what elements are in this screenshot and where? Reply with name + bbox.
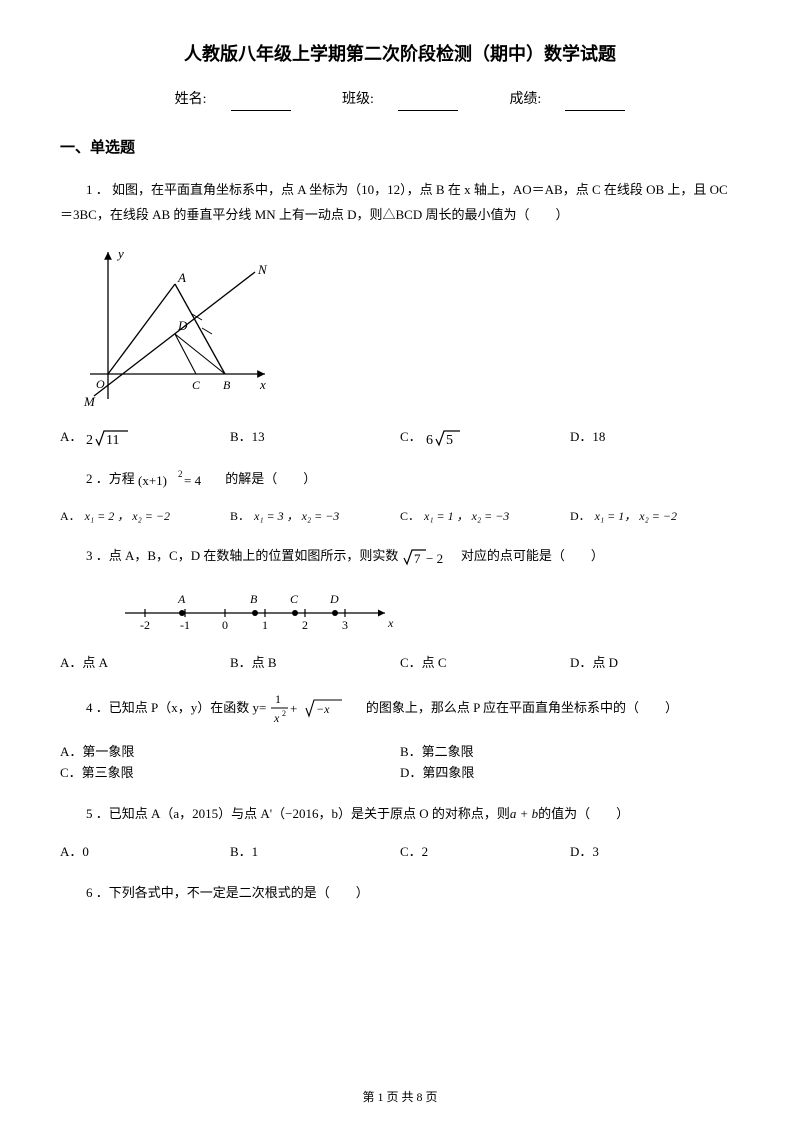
question-5: 5 ．已知点 A（a，2015）与点 A'（−2016，b）是关于原点 O 的对… (60, 802, 740, 827)
svg-text:C: C (192, 378, 201, 392)
q1-opt-c: C． 65 (400, 427, 570, 449)
svg-text:5: 5 (446, 433, 453, 448)
q5-opt-a: A．0 (60, 842, 230, 863)
svg-text:B: B (223, 378, 231, 392)
q3-numberline: -2 -1 0 1 2 3 x A B C D (120, 585, 740, 635)
svg-text:x: x (387, 616, 394, 630)
svg-text:2: 2 (302, 618, 308, 632)
section-header: 一、单选题 (60, 136, 740, 160)
q2-opt-b: B．x₁ = 3 ， x₂ = −3 (230, 507, 400, 526)
q4-opt-d: D．第四象限 (400, 763, 740, 784)
svg-text:3: 3 (342, 618, 348, 632)
q4-expr: 1 x 2 + −x (270, 692, 350, 726)
svg-text:(x+1): (x+1) (138, 473, 167, 488)
info-row: 姓名: 班级: 成绩: (60, 89, 740, 111)
svg-text:2: 2 (178, 469, 183, 479)
svg-text:M: M (83, 394, 96, 409)
q3-opt-a: A．点 A (60, 653, 230, 674)
q5-options: A．0 B．1 C．2 D．3 (60, 842, 740, 863)
svg-text:2: 2 (282, 709, 286, 718)
svg-text:B: B (250, 592, 258, 606)
page-title: 人教版八年级上学期第二次阶段检测（期中）数学试题 (60, 40, 740, 69)
q1-diagram: y x O A B C N M D (80, 244, 740, 409)
svg-text:7: 7 (414, 551, 421, 566)
svg-text:0: 0 (222, 618, 228, 632)
q3-opt-b: B．点 B (230, 653, 400, 674)
question-4: 4 ．已知点 P（x，y）在函数 y= 1 x 2 + −x 的图象上，那么点 … (60, 692, 740, 726)
svg-text:x: x (259, 377, 266, 392)
svg-text:N: N (257, 262, 268, 277)
question-6: 6 ．下列各式中，不一定是二次根式的是（ ） (60, 881, 740, 906)
question-3: 3 ．点 A，B，C，D 在数轴上的位置如图所示，则实数 7 − 2 对应的点可… (60, 544, 740, 569)
svg-text:D: D (329, 592, 339, 606)
svg-text:1: 1 (275, 692, 281, 706)
q3-opt-c: C．点 C (400, 653, 570, 674)
q4-options: A．第一象限 B．第二象限 C．第三象限 D．第四象限 (60, 742, 740, 784)
q3-options: A．点 A B．点 B C．点 C D．点 D (60, 653, 740, 674)
q5-opt-b: B．1 (230, 842, 400, 863)
svg-text:− 2: − 2 (426, 551, 443, 566)
q1-opt-a: A． 211 (60, 427, 230, 449)
svg-text:-1: -1 (180, 618, 190, 632)
svg-text:1: 1 (262, 618, 268, 632)
svg-text:-2: -2 (140, 618, 150, 632)
svg-text:D: D (177, 318, 188, 333)
svg-text:2: 2 (86, 433, 93, 448)
q4-opt-b: B．第二象限 (400, 742, 740, 763)
svg-text:A: A (177, 270, 186, 285)
svg-text:y: y (116, 246, 124, 261)
q5-opt-d: D．3 (570, 842, 740, 863)
score-blank[interactable] (565, 95, 625, 111)
svg-text:= 4: = 4 (184, 473, 202, 488)
name-label: 姓名: (163, 92, 303, 107)
q1-opt-b: B．13 (230, 427, 400, 449)
q2-opt-a: A．x₁ = 2 ， x₂ = −2 (60, 507, 230, 526)
question-1: 1 ． 如图，在平面直角坐标系中，点 A 坐标为（10，12），点 B 在 x … (60, 178, 740, 227)
q3-expr: 7 − 2 (402, 546, 458, 568)
q1-options: A． 211 B．13 C． 65 D．18 (60, 427, 740, 449)
q4-opt-c: C．第三象限 (60, 763, 400, 784)
svg-text:A: A (177, 592, 186, 606)
q1-opt-d: D．18 (570, 427, 740, 449)
svg-text:C: C (290, 592, 299, 606)
q2-opt-c: C．x₁ = 1 ， x₂ = −3 (400, 507, 570, 526)
q4-opt-a: A．第一象限 (60, 742, 400, 763)
q2-equation: (x+1) 2 = 4 (138, 469, 222, 491)
score-label: 成绩: (497, 92, 637, 107)
name-blank[interactable] (231, 95, 291, 111)
svg-text:11: 11 (106, 433, 119, 448)
q2-options: A．x₁ = 2 ， x₂ = −2 B．x₁ = 3 ， x₂ = −3 C．… (60, 507, 740, 526)
question-2: 2 ．方程 (x+1) 2 = 4 的解是（ ） (60, 467, 740, 492)
q3-opt-d: D．点 D (570, 653, 740, 674)
q5-opt-c: C．2 (400, 842, 570, 863)
svg-text:+: + (290, 701, 297, 716)
page-footer: 第 1 页 共 8 页 (0, 1088, 800, 1107)
svg-text:x: x (273, 711, 280, 725)
q2-opt-d: D．x₁ = 1， x₂ = −2 (570, 507, 740, 526)
svg-text:6: 6 (426, 433, 433, 448)
class-blank[interactable] (398, 95, 458, 111)
svg-text:−x: −x (316, 702, 330, 716)
class-label: 班级: (330, 92, 470, 107)
